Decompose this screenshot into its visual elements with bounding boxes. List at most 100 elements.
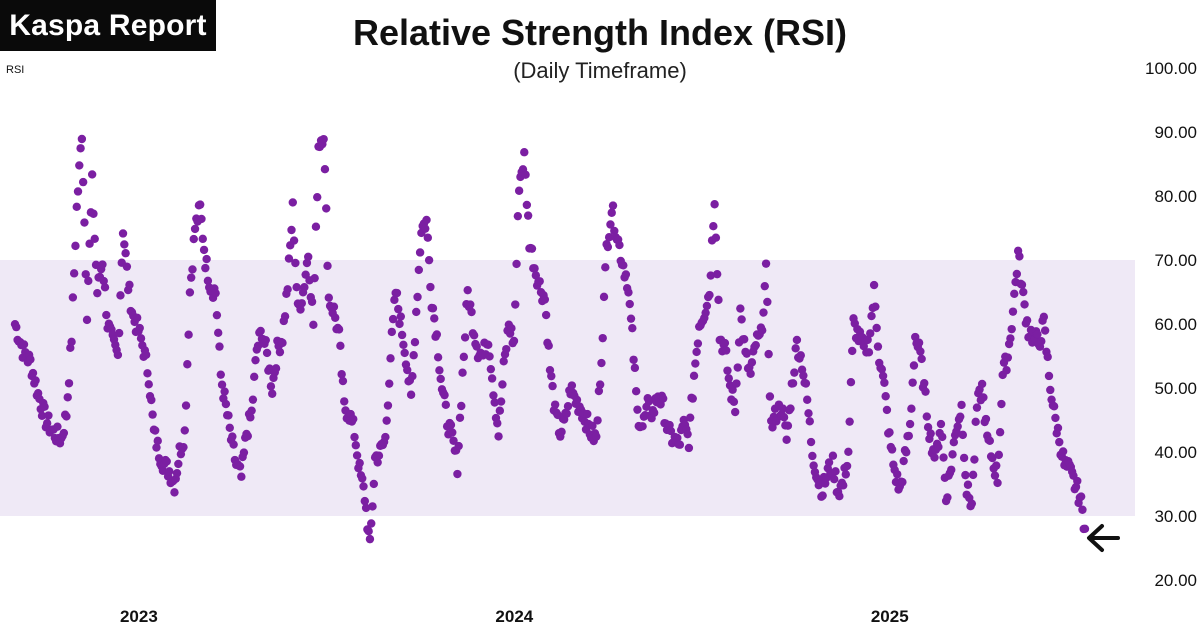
rsi-point	[300, 282, 309, 292]
rsi-point	[121, 249, 130, 258]
rsi-point	[985, 436, 995, 446]
rsi-point	[235, 462, 245, 471]
rsi-point	[120, 240, 129, 249]
rsi-point	[782, 435, 791, 444]
rsi-point	[909, 361, 919, 370]
rsi-point	[78, 177, 88, 187]
rsi-point	[390, 295, 399, 305]
rsi-point	[733, 363, 742, 372]
rsi-point	[705, 290, 714, 300]
rsi-point	[1017, 280, 1027, 289]
rsi-point	[247, 406, 256, 415]
rsi-point	[531, 271, 541, 280]
rsi-point	[336, 341, 345, 350]
rsi-point	[916, 347, 925, 356]
rsi-point	[1019, 287, 1028, 297]
rsi-point	[523, 211, 533, 220]
rsi-point	[630, 363, 640, 373]
rsi-point	[824, 458, 834, 467]
rsi-point	[684, 443, 694, 453]
rsi-point	[801, 379, 811, 388]
rsi-point	[199, 245, 209, 255]
rsi-point	[934, 442, 943, 452]
rsi-point	[572, 395, 582, 405]
rsi-point	[350, 432, 359, 442]
rsi-point	[1012, 269, 1022, 279]
rsi-point	[835, 491, 844, 501]
rsi-point	[957, 400, 966, 410]
rsi-point	[221, 399, 231, 409]
rsi-point	[93, 288, 102, 298]
rsi-point	[788, 379, 798, 388]
rsi-point	[842, 461, 852, 471]
rsi-point	[706, 271, 715, 280]
rsi-point	[197, 214, 206, 224]
rsi-point	[638, 422, 647, 431]
rsi-point	[42, 419, 52, 428]
rsi-point	[59, 428, 69, 438]
rsi-point	[599, 292, 609, 302]
rsi-point	[424, 255, 434, 265]
rsi-point	[90, 234, 99, 243]
rsi-point	[864, 348, 874, 357]
rsi-point	[320, 165, 330, 174]
rsi-point	[877, 365, 887, 374]
rsi-point	[878, 371, 888, 381]
rsi-point	[229, 440, 238, 449]
rsi-point	[1076, 492, 1086, 501]
rsi-point	[1010, 289, 1019, 299]
rsi-point	[963, 480, 973, 489]
rsi-point	[702, 301, 712, 311]
rsi-point	[421, 224, 430, 233]
rsi-point	[685, 413, 695, 422]
rsi-point	[846, 378, 856, 387]
rsi-point	[213, 328, 223, 338]
rsi-point	[521, 170, 530, 179]
rsi-point	[98, 260, 107, 269]
rsi-point	[69, 269, 79, 278]
rsi-point	[730, 407, 740, 417]
rsi-point	[186, 273, 196, 282]
rsi-point	[201, 263, 210, 273]
rsi-point	[397, 330, 407, 340]
rsi-point	[936, 419, 946, 429]
rsi-point	[486, 364, 496, 374]
rsi-point	[588, 421, 597, 430]
rsi-point	[869, 280, 879, 290]
rsi-point	[831, 467, 840, 476]
rsi-point	[563, 402, 573, 411]
rsi-point	[597, 358, 606, 368]
rsi-point	[625, 299, 634, 309]
rsi-point	[457, 401, 466, 411]
rsi-point	[921, 387, 930, 396]
rsi-point	[313, 192, 322, 202]
rsi-point	[673, 433, 682, 443]
rsi-point	[426, 282, 435, 292]
rsi-point	[723, 366, 732, 375]
rsi-point	[598, 333, 607, 343]
rsi-point	[971, 417, 980, 427]
rsi-point	[548, 381, 557, 391]
rsi-point	[432, 330, 442, 339]
rsi-point	[143, 369, 152, 378]
rsi-point	[701, 308, 710, 317]
rsi-point	[188, 265, 197, 274]
rsi-point	[198, 234, 207, 244]
rsi-point	[338, 376, 348, 386]
brand-badge: Kaspa Report	[0, 0, 216, 51]
rsi-point	[953, 422, 962, 431]
rsi-point	[40, 402, 49, 411]
rsi-point	[818, 491, 827, 500]
rsi-point	[1015, 252, 1024, 261]
rsi-point	[165, 467, 174, 476]
rsi-point	[158, 466, 168, 475]
rsi-point	[761, 259, 771, 268]
rsi-point	[485, 352, 494, 361]
rsi-point	[863, 335, 872, 345]
rsi-point	[803, 395, 812, 404]
rsi-point	[190, 224, 200, 234]
rsi-point	[947, 465, 956, 474]
rsi-point	[633, 405, 642, 414]
rsi-point	[296, 305, 305, 314]
rsi-point	[307, 297, 317, 306]
